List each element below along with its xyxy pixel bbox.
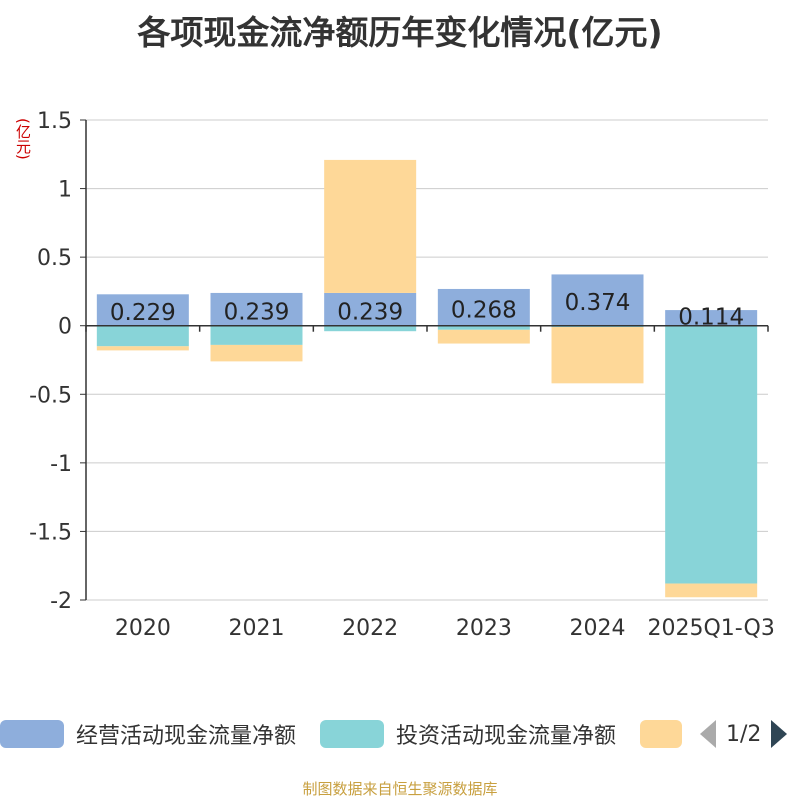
legend-label-investing: 投资活动现金流量净额 [396, 724, 617, 749]
data-label: 0.374 [565, 290, 631, 316]
bar-operating [324, 292, 417, 326]
data-label: 0.239 [224, 299, 290, 325]
bar-investing [324, 325, 417, 332]
legend-pager: 1/2 [700, 716, 788, 752]
bar-financing [324, 159, 417, 293]
bar-financing [96, 346, 189, 351]
legend-item-operating[interactable]: 经营活动现金流量净额 [0, 716, 296, 752]
data-label: 0.268 [451, 297, 517, 323]
legend-swatch-investing [320, 720, 384, 748]
chart-title: 各项现金流净额历年变化情况(亿元) [137, 13, 663, 52]
bar-operating [210, 292, 303, 326]
bar-financing [437, 329, 530, 344]
bar-financing [210, 344, 303, 362]
cash-flow-chart: 1.5 1 0.5 0 -0.5 -1 -1.5 -2 0.229 2020 0.239 2021 0.… [29, 109, 775, 641]
x-tick-label: 2022 [342, 616, 398, 641]
bar-investing [210, 325, 303, 345]
data-source-note: 制图数据来自恒生聚源数据库 [302, 780, 498, 798]
bar-investing [665, 325, 758, 584]
bar-operating [96, 294, 189, 326]
legend-item-financing[interactable] [640, 716, 694, 752]
bar-operating [665, 310, 758, 326]
y-axis-unit: (亿元) [14, 118, 32, 160]
data-label: 0.114 [678, 305, 744, 331]
legend-page-indicator: 1/2 [726, 721, 762, 747]
x-tick-label: 2024 [570, 616, 626, 641]
y-tick-label: -2 [50, 589, 72, 614]
y-tick-label: 1.5 [37, 109, 72, 134]
x-tick-label: 2023 [456, 616, 512, 641]
y-tick-label: -1.5 [29, 520, 72, 545]
bar-operating [437, 288, 530, 326]
x-tick-label: 2020 [115, 616, 171, 641]
prev-page-icon[interactable] [700, 720, 716, 748]
y-tick-label: 1 [58, 178, 72, 203]
legend-swatch-operating [0, 720, 64, 748]
bar-financing [551, 327, 644, 384]
bar-investing [437, 325, 530, 330]
bar-operating [551, 274, 644, 326]
next-page-icon[interactable] [771, 720, 788, 748]
legend-item-investing[interactable]: 投资活动现金流量净额 [320, 716, 616, 752]
bar-financing [665, 583, 758, 598]
x-tick-label: 2021 [229, 616, 285, 641]
data-label: 0.229 [110, 300, 176, 326]
data-label: 0.239 [337, 299, 403, 325]
y-tick-label: -1 [50, 452, 72, 477]
bar-investing [96, 325, 189, 347]
x-tick-label: 2025Q1-Q3 [647, 616, 774, 641]
legend-label-operating: 经营活动现金流量净额 [76, 724, 297, 749]
y-tick-label: 0 [58, 315, 72, 340]
y-tick-label: -0.5 [29, 383, 72, 408]
legend-swatch-financing [640, 720, 682, 748]
y-tick-label: 0.5 [37, 246, 72, 271]
